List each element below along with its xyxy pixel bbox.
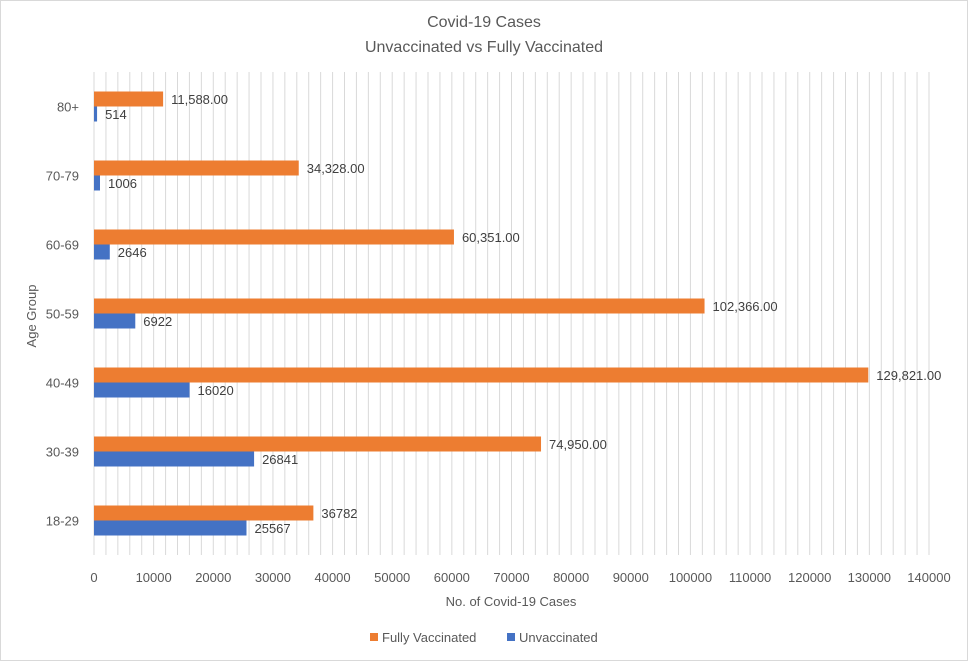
data-label: 36782 xyxy=(321,506,357,521)
x-tick-label: 0 xyxy=(90,570,97,585)
y-tick-label: 50-59 xyxy=(46,307,79,322)
x-tick-label: 30000 xyxy=(255,570,291,585)
y-tick-label: 30-39 xyxy=(46,445,79,460)
x-tick-label: 120000 xyxy=(788,570,831,585)
data-label: 102,366.00 xyxy=(713,299,778,314)
data-label: 129,821.00 xyxy=(876,368,941,383)
bar-unvaccinated xyxy=(94,175,101,191)
legend-swatch-fully-vaccinated xyxy=(370,633,378,641)
y-tick-labels: 18-29 30-39 40-49 50-59 60-69 70-79 80+ xyxy=(46,100,79,529)
y-tick-label: 40-49 xyxy=(46,376,79,391)
data-label: 6922 xyxy=(143,314,172,329)
legend-label: Fully Vaccinated xyxy=(382,630,476,645)
data-label: 74,950.00 xyxy=(549,437,607,452)
x-tick-label: 20000 xyxy=(195,570,231,585)
y-axis-label: Age Group xyxy=(24,285,39,348)
data-label: 26841 xyxy=(262,452,298,467)
bar-fully-vaccinated xyxy=(94,160,299,176)
bar-fully-vaccinated xyxy=(94,436,542,452)
bar-unvaccinated xyxy=(94,382,190,398)
y-tick-label: 70-79 xyxy=(46,169,79,184)
bar-fully-vaccinated xyxy=(94,229,454,245)
x-axis-label: No. of Covid-19 Cases xyxy=(446,594,577,609)
data-label: 2646 xyxy=(118,245,147,260)
data-label: 16020 xyxy=(198,383,234,398)
chart-subtitle: Unvaccinated vs Fully Vaccinated xyxy=(365,39,603,56)
legend-swatch-unvaccinated xyxy=(507,633,515,641)
x-tick-label: 10000 xyxy=(136,570,172,585)
legend-label: Unvaccinated xyxy=(519,630,598,645)
data-label: 11,588.00 xyxy=(171,92,228,107)
data-label: 34,328.00 xyxy=(307,161,365,176)
y-tick-label: 18-29 xyxy=(46,514,79,529)
x-tick-label: 130000 xyxy=(848,570,891,585)
x-tick-label: 100000 xyxy=(669,570,712,585)
data-label: 60,351.00 xyxy=(462,230,520,245)
x-tick-label: 70000 xyxy=(493,570,529,585)
bar-fully-vaccinated xyxy=(94,91,164,107)
x-tick-labels: 0 10000 20000 30000 40000 50000 60000 70000 8000… xyxy=(90,570,950,585)
x-tick-label: 50000 xyxy=(374,570,410,585)
bar-fully-vaccinated xyxy=(94,367,869,383)
x-tick-label: 110000 xyxy=(729,570,771,585)
bars xyxy=(94,91,869,536)
bar-unvaccinated xyxy=(94,520,247,536)
x-tick-label: 60000 xyxy=(434,570,470,585)
bar-fully-vaccinated xyxy=(94,298,705,314)
bar-fully-vaccinated xyxy=(94,505,314,521)
y-tick-label: 60-69 xyxy=(46,238,79,253)
chart-title: Covid-19 Cases xyxy=(427,14,541,31)
bar-unvaccinated xyxy=(94,106,98,122)
bar-unvaccinated xyxy=(94,244,110,260)
legend: Fully Vaccinated Unvaccinated xyxy=(370,630,598,645)
data-labels: 36782 25567 74,950.00 26841 129,821.00 16020 1… xyxy=(105,92,941,536)
data-label: 1006 xyxy=(108,176,137,191)
bar-unvaccinated xyxy=(94,451,255,467)
bar-unvaccinated xyxy=(94,313,136,329)
x-tick-label: 80000 xyxy=(553,570,589,585)
y-tick-label: 80+ xyxy=(57,100,79,115)
data-label: 514 xyxy=(105,107,127,122)
x-tick-label: 40000 xyxy=(314,570,350,585)
x-tick-label: 140000 xyxy=(907,570,950,585)
x-tick-label: 90000 xyxy=(613,570,649,585)
data-label: 25567 xyxy=(254,521,290,536)
